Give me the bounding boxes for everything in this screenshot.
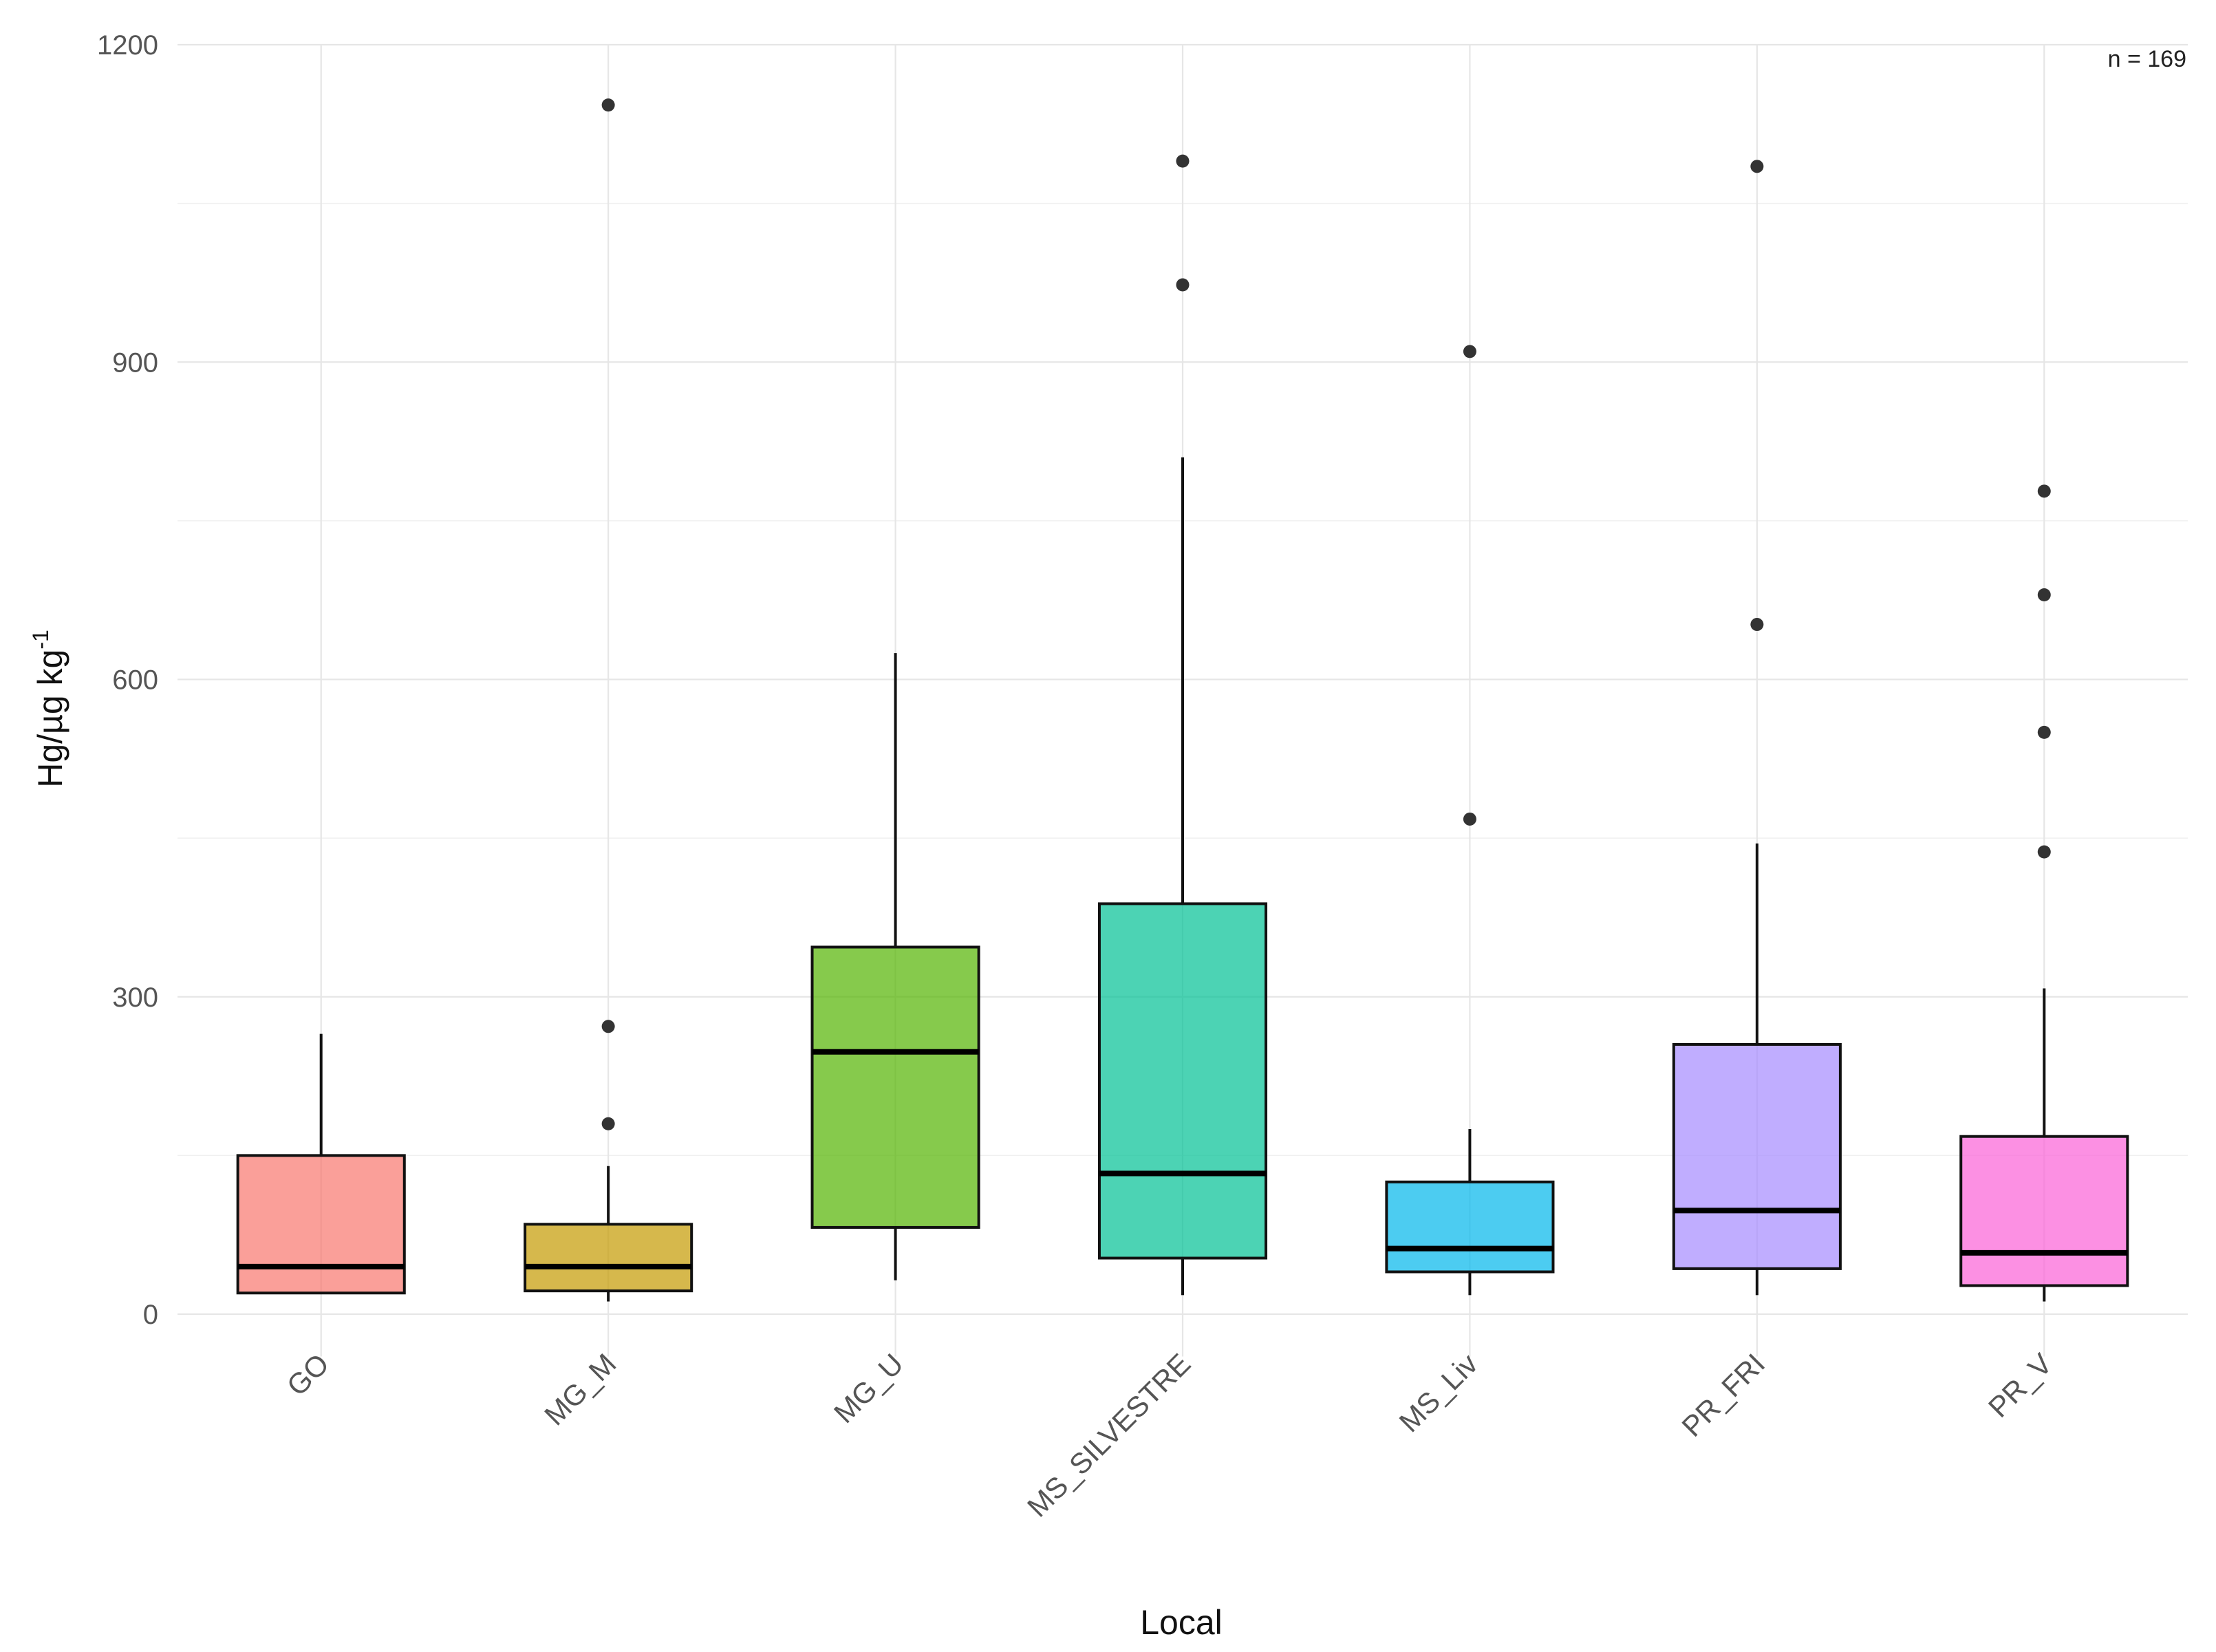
outlier-point: [2037, 484, 2051, 498]
outlier-point: [601, 98, 615, 112]
outlier-point: [601, 1117, 615, 1130]
y-axis-title: Hg/µg kg-1: [28, 630, 69, 788]
outlier-point: [2037, 845, 2051, 859]
y-tick-label: 300: [112, 983, 158, 1013]
y-axis-title-superscript: -1: [28, 630, 53, 649]
y-axis-ticks: 0 300 600 900 1200: [97, 30, 158, 1330]
outlier-point: [1463, 345, 1476, 358]
outlier-point: [1176, 278, 1190, 292]
iqr-box: [810, 945, 980, 1229]
iqr-box: [1672, 1042, 1842, 1270]
iqr-box: [1385, 1180, 1555, 1274]
x-axis-ticks: GO MG_M MG_U MS_SILVESTRE MS_Liv PR_FRI PR_V: [281, 1347, 2058, 1523]
x-tick-label: GO: [281, 1347, 335, 1402]
iqr-box: [524, 1223, 693, 1293]
outlier-point: [2037, 588, 2051, 601]
outlier-point: [1176, 154, 1190, 168]
y-tick-label: 900: [112, 347, 158, 378]
y-tick-label: 600: [112, 665, 158, 696]
box-go: [236, 1033, 406, 1295]
outlier-point: [1750, 160, 1764, 173]
outlier-point: [1463, 812, 1476, 826]
outlier-point: [1750, 618, 1764, 632]
iqr-box: [1097, 902, 1268, 1260]
sample-size-annotation: n = 169: [2108, 46, 2186, 72]
x-tick-label: MG_U: [828, 1347, 910, 1429]
x-tick-label: PR_V: [1982, 1347, 2058, 1424]
box-mg-m: [524, 98, 693, 1302]
outlier-point: [601, 1020, 615, 1033]
x-axis-title: Local: [1140, 1603, 1223, 1642]
box-mg-u: [810, 653, 980, 1280]
box-pr-v: [1959, 484, 2129, 1302]
iqr-box: [1959, 1135, 2129, 1287]
x-tick-label: MS_SILVESTRE: [1021, 1347, 1196, 1523]
x-tick-label: MG_M: [538, 1347, 622, 1431]
y-axis-title-main: Hg/µg kg: [31, 650, 69, 788]
box-ms-liv: [1385, 345, 1555, 1296]
iqr-box: [236, 1154, 406, 1295]
x-tick-label: PR_FRI: [1675, 1347, 1771, 1443]
y-tick-label: 0: [143, 1300, 158, 1330]
y-tick-label: 1200: [97, 30, 158, 61]
box-ms-silvestre: [1097, 154, 1268, 1296]
outlier-point: [2037, 725, 2051, 739]
x-tick-label: MS_Liv: [1393, 1347, 1484, 1438]
boxes: [236, 98, 2129, 1302]
box-pr-fri: [1672, 160, 1842, 1296]
